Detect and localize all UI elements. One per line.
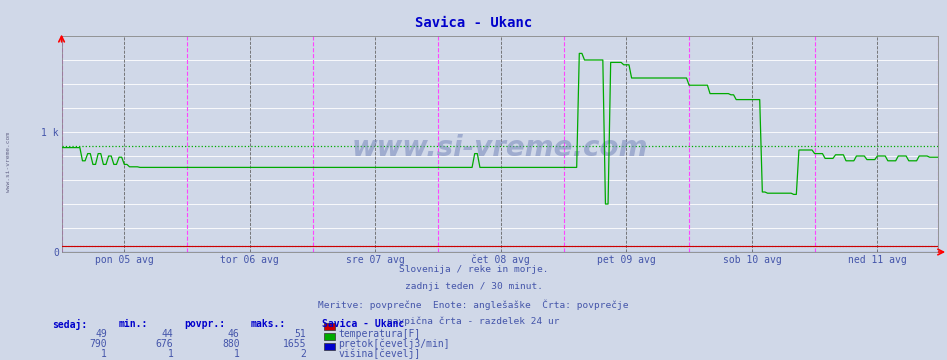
Text: 880: 880 [222,339,240,349]
Text: min.:: min.: [118,319,148,329]
Text: 44: 44 [162,329,173,339]
Text: 1: 1 [234,349,240,359]
Text: www.si-vreme.com: www.si-vreme.com [351,134,648,162]
Text: www.si-vreme.com: www.si-vreme.com [6,132,10,192]
Text: maks.:: maks.: [251,319,286,329]
Text: pretok[čevelj3/min]: pretok[čevelj3/min] [338,339,450,349]
Text: 51: 51 [295,329,306,339]
Text: Savica - Ukanc: Savica - Ukanc [322,319,404,329]
Text: Slovenija / reke in morje.: Slovenija / reke in morje. [399,265,548,274]
Text: višina[čevelj]: višina[čevelj] [338,349,420,359]
Text: Meritve: povprečne  Enote: anglešaške  Črta: povprečje: Meritve: povprečne Enote: anglešaške Črt… [318,299,629,310]
Text: 1: 1 [101,349,107,359]
Text: zadnji teden / 30 minut.: zadnji teden / 30 minut. [404,282,543,291]
Text: povpr.:: povpr.: [185,319,225,329]
Text: 49: 49 [96,329,107,339]
Text: 1: 1 [168,349,173,359]
Text: navpična črta - razdelek 24 ur: navpična črta - razdelek 24 ur [387,316,560,326]
Text: 46: 46 [228,329,240,339]
Text: 2: 2 [300,349,306,359]
Text: 676: 676 [155,339,173,349]
Text: Savica - Ukanc: Savica - Ukanc [415,16,532,30]
Text: sedaj:: sedaj: [52,319,87,330]
Text: 1655: 1655 [282,339,306,349]
Text: 790: 790 [89,339,107,349]
Text: temperatura[F]: temperatura[F] [338,329,420,339]
